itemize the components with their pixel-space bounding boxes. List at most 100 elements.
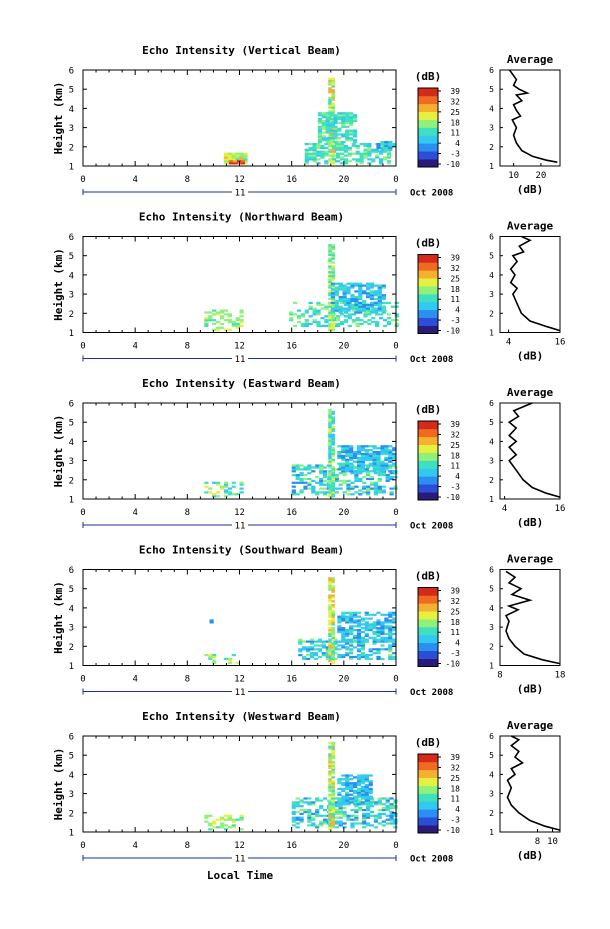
echo-cell [345,464,350,467]
echo-cell [331,274,335,278]
echo-cell [331,253,335,256]
echo-cell [366,286,371,289]
echo-cell [356,795,362,798]
echo-cell [389,805,394,808]
echo-cell [338,286,343,289]
echo-cell [358,284,363,287]
echo-cell [366,294,371,297]
echo-cell [349,611,354,614]
average-y-tick-label: 2 [489,143,494,152]
echo-cell [363,311,368,314]
echo-cell [341,125,346,128]
echo-cell [369,477,375,481]
echo-cell [328,766,332,769]
echo-cell [320,156,325,159]
echo-cell [328,577,332,580]
echo-cell [312,154,317,157]
echo-cell [367,154,372,157]
y-tick-label: 1 [69,662,74,672]
echo-cell [328,79,332,82]
echo-cell [356,462,362,465]
echo-cell [366,824,371,827]
echo-cell [345,630,350,634]
echo-cell [343,162,348,165]
echo-cell [223,485,229,488]
echo-cell [368,625,373,628]
echo-cell [337,780,342,783]
echo-cell [354,485,359,488]
colorbar-frame [417,420,439,501]
colorbar-tick-label: 18 [450,118,460,127]
echo-cell [315,491,320,494]
echo-cell [345,470,350,473]
echo-cell [347,146,352,149]
echo-cell [331,328,335,331]
echo-cell [345,795,350,798]
x-tick-label: 20 [338,175,349,185]
echo-cell [331,636,335,639]
echo-cell [364,795,369,798]
echo-cell [212,309,217,312]
echo-cell [323,814,328,817]
echo-cell [328,780,332,783]
echo-cell [302,655,307,659]
echo-cell [373,297,378,301]
y-tick-label: 6 [69,233,74,243]
echo-cell [376,627,381,630]
echo-cell [338,282,343,285]
echo-cell [358,309,363,312]
echo-cell [353,460,358,463]
echo-cell [331,106,335,109]
echo-cell [331,657,335,660]
echo-cell [317,129,322,132]
echo-cell [359,160,364,163]
echo-cell [331,451,335,454]
echo-cell [341,644,346,647]
echo-cell [358,290,363,293]
echo-cell [319,470,324,473]
echo-cell [227,315,232,318]
echo-cell [315,814,320,817]
colorbar-segment [418,301,438,311]
echo-cell [291,464,296,467]
echo-cell [364,791,369,794]
echo-cell [356,789,362,792]
echo-cell [345,776,350,779]
echo-cell [303,468,308,471]
echo-cell [345,784,350,787]
echo-cell [208,319,213,322]
echo-cell [388,646,393,649]
echo-cell [350,282,355,285]
echo-cell [358,303,363,306]
echo-cell [362,292,367,295]
y-tick-label: 6 [69,67,74,77]
echo-cell [330,472,335,475]
colorbar-segment [418,159,438,168]
echo-cell [239,491,244,494]
echo-cell [360,776,365,779]
echo-cell [328,755,332,758]
echo-cell [367,319,372,322]
echo-cell [331,152,335,155]
echo-cell [384,462,389,465]
echo-cell [337,468,342,471]
echo-cell [349,451,354,454]
y-tick-label: 5 [69,419,74,429]
echo-cell [339,322,345,326]
echo-cell [307,801,312,804]
echo-cell [364,785,369,789]
echo-cell [381,284,386,287]
echo-cell [331,606,335,609]
echo-cell [341,611,346,614]
echo-cell [349,801,354,804]
echo-cell [392,657,397,660]
echo-cell [373,820,378,823]
echo-cell [331,596,335,599]
echo-cell [368,657,373,660]
colorbar-tick-label: 4 [455,306,460,315]
echo-cell [353,139,358,142]
echo-cell [291,801,296,804]
echo-cell [372,462,377,465]
echo-cell [360,445,365,448]
echo-cell [331,812,335,815]
